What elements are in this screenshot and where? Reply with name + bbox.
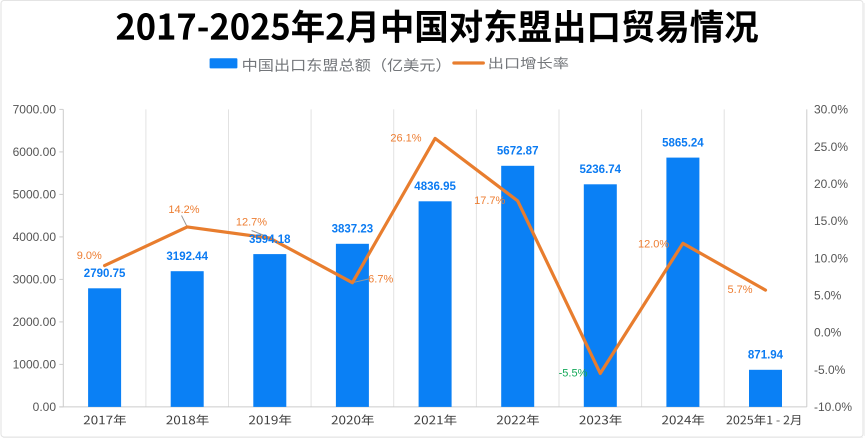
svg-text:1000.00: 1000.00 xyxy=(13,358,57,372)
svg-text:0.00: 0.00 xyxy=(33,400,57,414)
svg-text:-5.5%: -5.5% xyxy=(559,368,588,380)
svg-text:3837.23: 3837.23 xyxy=(332,224,374,236)
svg-text:5236.74: 5236.74 xyxy=(580,164,622,176)
svg-text:20.0%: 20.0% xyxy=(814,177,848,191)
svg-text:2000.00: 2000.00 xyxy=(13,315,57,329)
svg-text:30.0%: 30.0% xyxy=(814,103,848,117)
svg-text:12.7%: 12.7% xyxy=(236,217,267,229)
svg-text:5.0%: 5.0% xyxy=(814,289,842,303)
svg-text:6.7%: 6.7% xyxy=(368,274,393,286)
svg-text:14.2%: 14.2% xyxy=(168,204,199,216)
svg-text:9.0%: 9.0% xyxy=(77,250,102,262)
svg-text:4836.95: 4836.95 xyxy=(414,181,456,193)
svg-text:10.0%: 10.0% xyxy=(814,251,848,265)
svg-text:5000.00: 5000.00 xyxy=(13,188,57,202)
svg-text:4000.00: 4000.00 xyxy=(13,230,57,244)
svg-text:3000.00: 3000.00 xyxy=(13,273,57,287)
svg-text:25.0%: 25.0% xyxy=(814,140,848,154)
svg-text:5.7%: 5.7% xyxy=(727,284,752,296)
svg-text:26.1%: 26.1% xyxy=(390,133,421,145)
svg-text:871.94: 871.94 xyxy=(748,350,784,362)
svg-text:-5.0%: -5.0% xyxy=(814,363,846,377)
svg-text:15.0%: 15.0% xyxy=(814,214,848,228)
svg-text:7000.00: 7000.00 xyxy=(13,103,57,117)
svg-text:-10.0%: -10.0% xyxy=(814,400,852,414)
svg-text:5672.87: 5672.87 xyxy=(497,146,539,158)
svg-text:12.0%: 12.0% xyxy=(638,239,669,251)
svg-text:3192.44: 3192.44 xyxy=(166,251,208,263)
svg-text:2790.75: 2790.75 xyxy=(84,268,126,280)
svg-text:3594.18: 3594.18 xyxy=(249,234,291,246)
svg-text:5865.24: 5865.24 xyxy=(662,137,704,149)
svg-text:17.7%: 17.7% xyxy=(474,195,505,207)
svg-text:0.0%: 0.0% xyxy=(814,326,842,340)
svg-text:6000.00: 6000.00 xyxy=(13,145,57,159)
